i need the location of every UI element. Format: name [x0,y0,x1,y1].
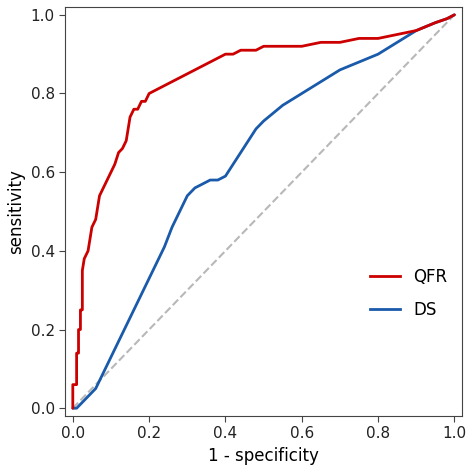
X-axis label: 1 - specificity: 1 - specificity [208,447,319,465]
Y-axis label: sensitivity: sensitivity [7,169,25,254]
Legend: QFR, DS: QFR, DS [363,261,454,326]
